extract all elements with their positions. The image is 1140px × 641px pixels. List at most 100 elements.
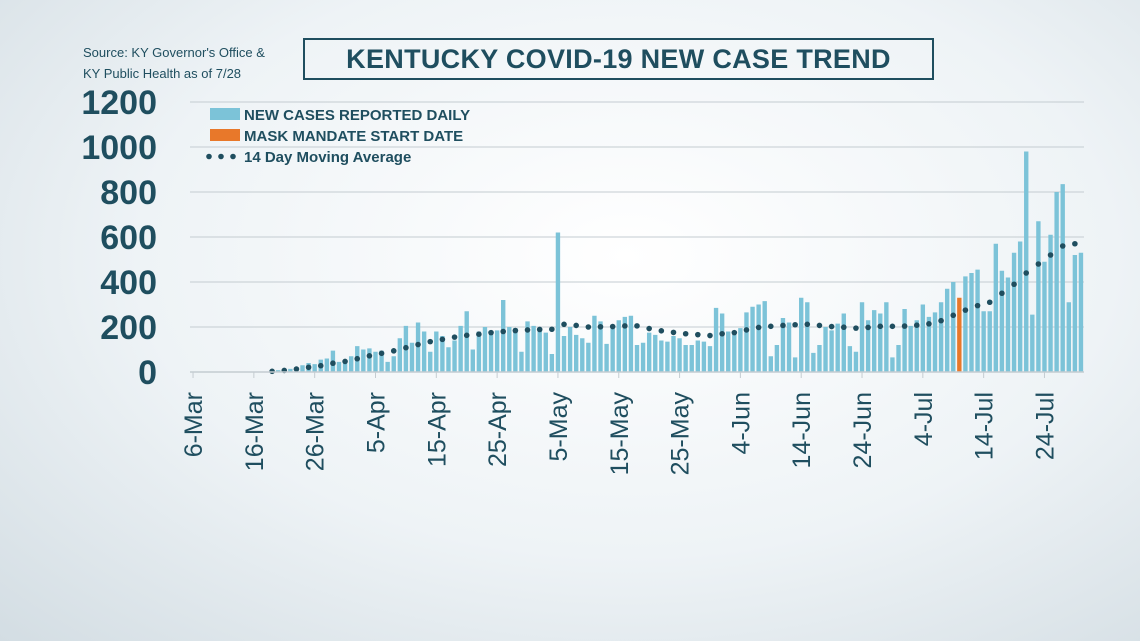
moving-average-dot — [366, 353, 373, 359]
daily-case-bar — [774, 345, 780, 372]
daily-case-bar — [1017, 241, 1023, 372]
x-tick-label: 5-May — [545, 392, 573, 462]
daily-case-bar — [871, 310, 877, 373]
daily-case-bar — [689, 345, 694, 372]
daily-case-bar — [701, 341, 707, 373]
daily-case-bar — [367, 348, 372, 373]
daily-case-bar — [732, 334, 737, 373]
daily-case-bar — [549, 354, 555, 372]
daily-case-bar — [385, 361, 390, 373]
legend-swatch-daily-cases — [210, 108, 240, 120]
daily-case-bar — [1060, 184, 1065, 373]
moving-average-dot — [561, 321, 567, 328]
x-tick-label: 15-Apr — [423, 392, 451, 467]
daily-case-bar — [1054, 192, 1059, 372]
moving-average-dot — [500, 328, 507, 335]
daily-case-bar — [1072, 255, 1078, 372]
daily-case-bar — [634, 345, 640, 372]
daily-case-bar — [525, 321, 530, 373]
daily-case-bar — [1036, 221, 1041, 372]
daily-case-bar — [738, 328, 743, 373]
moving-average-dot — [317, 362, 324, 369]
moving-average-dot — [658, 328, 665, 334]
moving-average-dot — [1047, 252, 1054, 258]
daily-case-bar — [884, 302, 889, 372]
daily-case-bar — [373, 351, 378, 372]
daily-case-bar — [336, 361, 342, 373]
moving-average-dot — [999, 290, 1005, 297]
daily-case-bar — [348, 356, 354, 372]
moving-average-dot — [1011, 281, 1017, 288]
daily-case-bar — [744, 312, 749, 373]
moving-average-dot — [305, 364, 312, 371]
daily-case-bar — [841, 313, 846, 372]
daily-case-bar — [1042, 261, 1047, 372]
daily-case-bar — [756, 304, 761, 372]
moving-average-dot — [889, 323, 896, 330]
moving-average-dot — [792, 321, 798, 328]
legend-label-daily-cases: NEW CASES REPORTED DAILY — [244, 107, 470, 124]
daily-case-bar — [300, 365, 305, 372]
y-tick-label: 200 — [100, 309, 157, 347]
moving-average-dot — [378, 350, 385, 357]
daily-case-bar — [580, 338, 585, 372]
daily-case-bars — [269, 151, 1084, 373]
daily-case-bar — [1030, 314, 1035, 373]
daily-case-bar — [713, 307, 719, 373]
daily-case-bar — [726, 331, 731, 372]
daily-case-bar — [1048, 234, 1053, 372]
daily-case-bar — [1011, 252, 1017, 372]
chart-title: KENTUCKY COVID-19 NEW CASE TREND — [346, 43, 891, 74]
moving-average-dot — [865, 324, 871, 331]
daily-case-bar — [361, 349, 366, 372]
daily-case-bar — [616, 320, 621, 372]
x-tick-label: 25-May — [667, 392, 695, 476]
daily-case-bar — [476, 331, 482, 372]
x-tick-label: 24-Jun — [849, 392, 877, 468]
moving-average-dot — [488, 329, 494, 336]
y-tick-label: 600 — [100, 219, 157, 257]
moving-average-dot — [682, 330, 689, 337]
daily-case-bar — [817, 345, 822, 372]
daily-case-bar — [683, 345, 688, 372]
daily-case-bar — [920, 304, 926, 372]
daily-case-bar — [513, 328, 518, 373]
daily-case-bar — [890, 357, 895, 373]
daily-case-bar — [573, 334, 579, 373]
chart-title-box: KENTUCKY COVID-19 NEW CASE TREND — [303, 38, 934, 80]
daily-case-bar — [750, 306, 755, 372]
daily-case-bar — [622, 316, 628, 373]
daily-case-bar — [865, 320, 871, 372]
daily-case-bar — [951, 282, 956, 372]
daily-case-bar — [975, 269, 980, 373]
daily-case-bar — [823, 327, 828, 372]
daily-case-bar — [458, 325, 463, 373]
daily-case-bar — [944, 288, 950, 372]
moving-average-dot — [670, 329, 677, 336]
source-line-1: Source: KY Governor's Office & — [83, 45, 265, 60]
daily-case-bar — [531, 325, 536, 373]
daily-case-bar — [671, 336, 676, 372]
moving-average-dot — [913, 322, 920, 329]
daily-case-bar — [835, 323, 840, 373]
x-tick-label: 6-Mar — [180, 392, 208, 457]
moving-average-dot — [938, 317, 944, 324]
daily-case-bar — [993, 243, 999, 372]
daily-case-bar — [659, 340, 664, 372]
moving-average-dot — [743, 327, 750, 333]
moving-average-dot — [731, 329, 738, 336]
source-line-2: KY Public Health as of 7/28 — [83, 66, 242, 81]
daily-case-bar — [464, 311, 469, 372]
daily-case-bar — [519, 351, 524, 372]
y-tick-label: 1000 — [81, 129, 157, 167]
daily-case-bar — [646, 332, 652, 373]
daily-case-bar — [586, 342, 591, 372]
legend-swatch-moving-average — [206, 153, 236, 160]
moving-average-dot — [719, 330, 725, 337]
x-axis: 6-Mar 16-Mar 26-Mar 5-Apr 15-Apr 25-Apr 5-May 1… — [180, 371, 1084, 476]
daily-case-bar — [914, 320, 919, 372]
daily-case-bar — [938, 302, 944, 372]
daily-case-bar — [665, 341, 670, 373]
moving-average-dot — [877, 323, 884, 330]
x-tick-label: 26-Mar — [302, 392, 330, 471]
